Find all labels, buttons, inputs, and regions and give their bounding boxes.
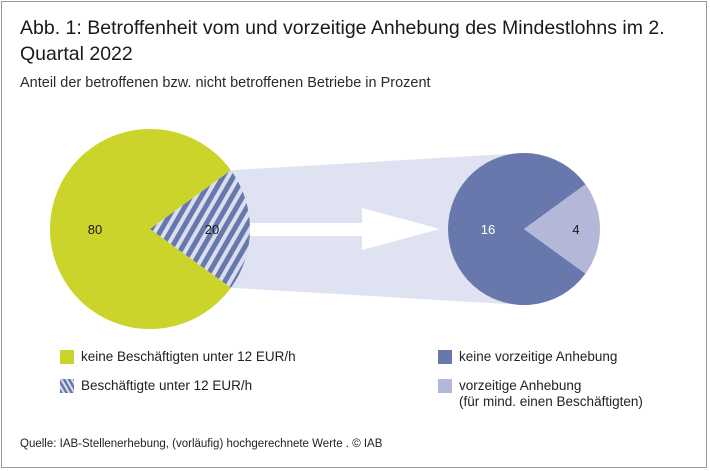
pie-slice-vorzeitige-anhebung [524, 184, 601, 274]
data-label-80: 80 [88, 222, 102, 237]
pie-slice-beschaeftigte [150, 170, 251, 288]
legend-label: Beschäftigte unter 12 EUR/h [81, 378, 253, 393]
source-note: Quelle: IAB-Stellenerhebung, (vorläufig)… [20, 438, 383, 450]
legend-swatch-hatched [60, 379, 74, 393]
data-label-16: 16 [481, 222, 495, 237]
legend-label-line2: (für mind. einen Beschäftigten) [459, 394, 643, 409]
data-label-4: 4 [572, 222, 579, 237]
data-label-20: 20 [205, 222, 219, 237]
chart-title: Abb. 1: Betroffenheit vom und vorzeitige… [20, 17, 665, 65]
pie-anhebung [448, 153, 601, 305]
legend-swatch-lightblue [438, 379, 452, 393]
pie-slice-keine-beschaeftigten [50, 129, 231, 329]
pie-slice-keine-anhebung [448, 153, 586, 305]
legend-label: vorzeitige Anhebung [459, 378, 582, 393]
arrow-shape [250, 208, 440, 250]
legend-label: keine Beschäftigten unter 12 EUR/h [81, 349, 296, 364]
chart-subtitle: Anteil der betroffenen bzw. nicht betrof… [20, 75, 431, 91]
legend-swatch-blue [438, 350, 452, 364]
pie-betroffenheit [50, 129, 251, 329]
legend-swatch-olive [60, 350, 74, 364]
legend-label: keine vorzeitige Anhebung [459, 349, 618, 364]
